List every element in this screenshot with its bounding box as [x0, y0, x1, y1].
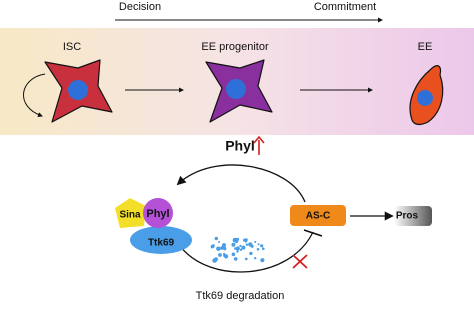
- degradation-dot: [235, 238, 239, 241]
- degradation-dot: [257, 243, 260, 246]
- cycle-arrow: [176, 164, 306, 203]
- degradation-dot: [222, 243, 226, 248]
- degradation-dot: [248, 242, 253, 247]
- degradation-dot: [245, 257, 248, 261]
- degradation-dot: [223, 252, 226, 256]
- stage-label: ISC: [63, 41, 81, 53]
- asc-label: AS-C: [306, 211, 330, 222]
- blocked-mark: [292, 254, 308, 269]
- degradation-dot: [260, 244, 264, 248]
- pros-label: Pros: [396, 211, 419, 222]
- sina-shape: [115, 198, 146, 228]
- degradation-dot: [239, 244, 242, 248]
- nucleus: [68, 80, 88, 100]
- timeline-end: Commitment: [314, 1, 376, 13]
- degradation-dot: [239, 248, 243, 251]
- degradation-dot: [231, 242, 236, 247]
- timeline-start: Decision: [119, 1, 161, 13]
- degradation-dot: [231, 252, 236, 257]
- degradation-dot: [210, 244, 215, 249]
- degradation-dot: [249, 251, 253, 256]
- degradation-dot: [224, 254, 229, 259]
- ttk69-shape: [130, 226, 192, 254]
- regulator-label: Phyl: [225, 138, 255, 154]
- up-arrow-head: [253, 135, 265, 144]
- phyl-shape: [143, 198, 173, 228]
- inhibition-bar: [303, 229, 323, 237]
- degradation-dot: [260, 258, 265, 263]
- degradation-dot: [234, 247, 237, 250]
- degradation-dot: [254, 257, 257, 260]
- degradation-dot: [235, 246, 240, 251]
- degradation-dot: [233, 257, 238, 261]
- asc-box: [290, 205, 346, 226]
- degradation-dot: [218, 240, 221, 243]
- caption: Ttk69 degradation: [196, 290, 285, 302]
- degradation-dot: [256, 248, 260, 251]
- inhibition-line: [179, 231, 314, 273]
- stage-label: EE: [418, 41, 433, 53]
- phyl-label: Phyl: [146, 208, 169, 220]
- nucleus: [417, 90, 433, 106]
- self-renewal-arrow: [23, 73, 46, 118]
- degradation-dot: [216, 246, 221, 251]
- degradation-dot: [236, 250, 239, 253]
- degradation-dot: [241, 245, 246, 250]
- degradation-dot: [242, 238, 246, 242]
- degradation-dot: [262, 247, 265, 250]
- pros-box: [394, 206, 432, 226]
- degradation-dot: [214, 258, 218, 262]
- degradation-dot: [214, 236, 218, 241]
- degradation-dot: [218, 253, 222, 257]
- degradation-dots: [210, 236, 265, 263]
- nucleus: [226, 79, 246, 99]
- degradation-dot: [245, 243, 249, 246]
- degradation-dot: [254, 241, 257, 243]
- sina-label: Sina: [119, 210, 141, 221]
- ttk69-label: Ttk69: [148, 238, 175, 249]
- stage-label: EE progenitor: [201, 41, 269, 53]
